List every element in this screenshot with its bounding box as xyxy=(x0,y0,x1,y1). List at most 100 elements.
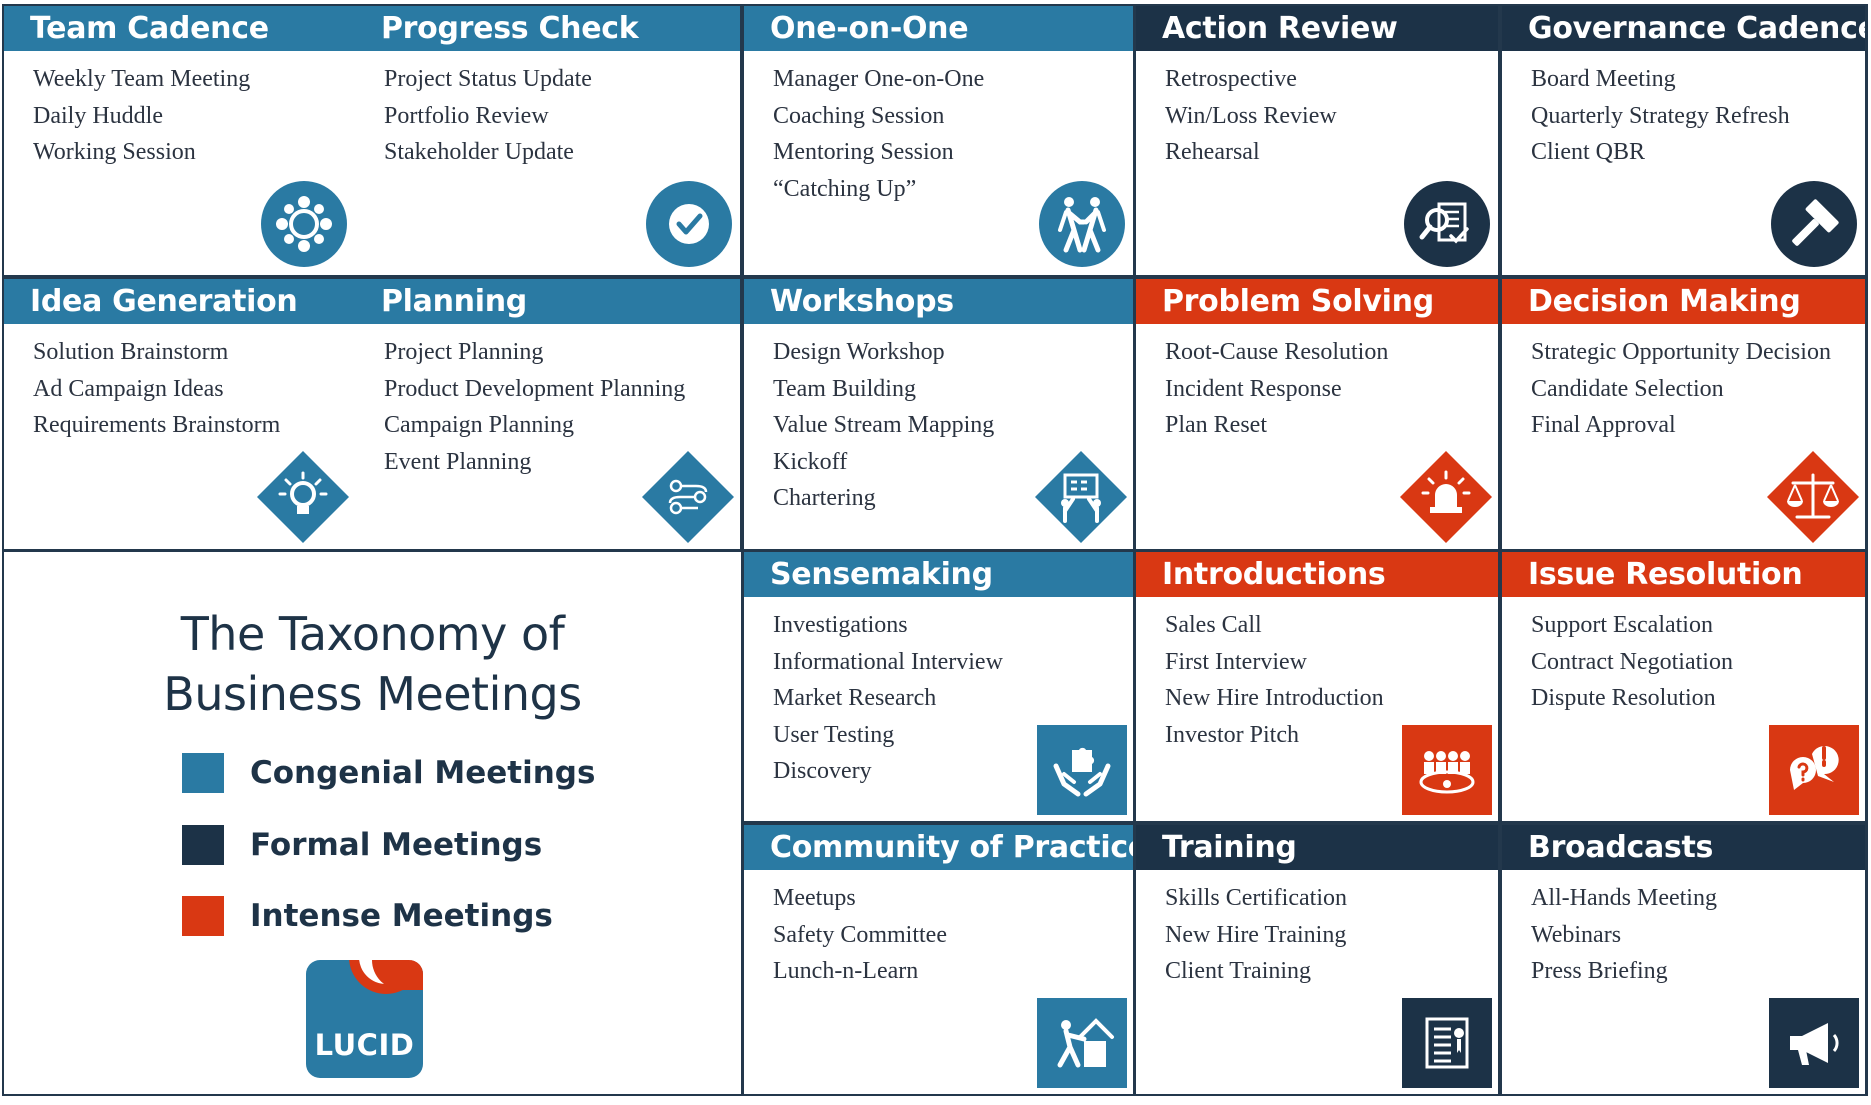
meeting-type: All-Hands Meeting xyxy=(1531,885,1717,911)
speech-bubbles-icon xyxy=(1769,725,1859,815)
puzzle-hands-icon xyxy=(1037,725,1127,815)
category-card-training: Training Skills Certification New Hire Tra… xyxy=(1136,825,1498,1094)
meeting-list: Root-Cause Resolution Incident Response Pl… xyxy=(1136,324,1498,444)
category-card-idea-generation: Idea Generation Solution Brainstorm Ad Cam… xyxy=(4,279,355,549)
meeting-type: Stakeholder Update xyxy=(384,139,574,165)
category-card-community-of-practice: Community of Practice Meetups Safety Commi… xyxy=(744,825,1133,1094)
category-card-sensemaking: Sensemaking Investigations Informational I… xyxy=(744,552,1133,821)
meeting-type: Strategic Opportunity Decision xyxy=(1531,339,1831,365)
meeting-type: Meetups xyxy=(773,885,856,911)
category-title: Broadcasts xyxy=(1502,825,1865,870)
meeting-list: Skills Certification New Hire Training Cli… xyxy=(1136,870,1498,990)
meeting-type: Press Briefing xyxy=(1531,958,1668,984)
category-card-progress-check: Progress Check Project Status Update Portf… xyxy=(355,6,740,275)
meeting-type: User Testing xyxy=(773,721,895,748)
meeting-list: All-Hands Meeting Webinars Press Briefing xyxy=(1502,870,1865,990)
meeting-type: Safety Committee xyxy=(773,921,947,948)
legend-item: Congenial Meetings xyxy=(182,753,595,793)
scales-icon xyxy=(1767,451,1859,543)
title-panel: The Taxonomy of Business Meetings xyxy=(4,552,741,1094)
meeting-type: Client Training xyxy=(1165,958,1312,984)
legend-item: Formal Meetings xyxy=(182,825,542,865)
category-title: Planning xyxy=(355,279,740,324)
page-title-line2: Business Meetings xyxy=(163,667,582,721)
meeting-type: Discovery xyxy=(773,758,872,784)
certificate-icon xyxy=(1402,998,1492,1088)
meeting-type: Kickoff xyxy=(773,448,848,475)
category-card-problem-solving: Problem Solving Root-Cause Resolution Inci… xyxy=(1136,279,1498,549)
meeting-list: Weekly Team Meeting Daily Huddle Working S… xyxy=(4,51,355,171)
category-title: Problem Solving xyxy=(1136,279,1498,324)
category-card-introductions: Introductions Sales Call First Interview Ne… xyxy=(1136,552,1498,821)
meeting-list: Project Planning Product Development Plan… xyxy=(355,324,740,480)
category-title: Idea Generation xyxy=(4,279,355,324)
meeting-type: Event Planning xyxy=(384,448,532,475)
meeting-type: Chartering xyxy=(773,485,876,511)
team-circle-icon xyxy=(261,181,347,267)
meeting-type: Incident Response xyxy=(1165,375,1342,402)
meeting-type: New Hire Introduction xyxy=(1165,685,1384,711)
meeting-type: Market Research xyxy=(773,685,937,711)
meeting-type: “Catching Up” xyxy=(773,175,917,202)
page-title-line1: The Taxonomy of xyxy=(180,607,565,661)
category-title: Sensemaking xyxy=(744,552,1133,597)
category-card-issue-resolution: Issue Resolution Support Escalation Contra… xyxy=(1502,552,1865,821)
meeting-type: Product Development Planning xyxy=(384,375,686,402)
meeting-type: Support Escalation xyxy=(1531,612,1713,638)
meeting-type: Skills Certification xyxy=(1165,885,1347,911)
category-title: Issue Resolution xyxy=(1502,552,1865,597)
category-title: Decision Making xyxy=(1502,279,1865,324)
conference-table-icon xyxy=(1402,725,1492,815)
meeting-type: Value Stream Mapping xyxy=(773,412,995,438)
checkmark-icon xyxy=(646,181,732,267)
category-title: Team Cadence xyxy=(4,6,355,51)
category-title: Workshops xyxy=(744,279,1133,324)
meeting-list: Support Escalation Contract Negotiation Di… xyxy=(1502,597,1865,717)
meeting-type: Contract Negotiation xyxy=(1531,648,1733,675)
meeting-list: Meetups Safety Committee Lunch-n-Learn xyxy=(744,870,1133,990)
legend-swatch xyxy=(182,825,224,865)
lucid-logo: LUCID xyxy=(306,960,423,1078)
meeting-type: Sales Call xyxy=(1165,612,1262,638)
meeting-type: Lunch-n-Learn xyxy=(773,958,919,984)
meeting-type: Board Meeting xyxy=(1531,66,1676,92)
alarm-light-icon xyxy=(1400,451,1492,543)
meeting-type: Solution Brainstorm xyxy=(33,339,229,365)
meeting-type: Requirements Brainstorm xyxy=(33,412,281,438)
meeting-type: Rehearsal xyxy=(1165,139,1260,165)
meeting-type: Manager One-on-One xyxy=(773,66,985,92)
category-title: Community of Practice xyxy=(744,825,1133,870)
whiteboard-icon xyxy=(1035,451,1127,543)
document-review-icon xyxy=(1404,181,1490,267)
category-card-team-cadence: Team Cadence Weekly Team Meeting Daily Hud… xyxy=(4,6,355,275)
category-title: Governance Cadence xyxy=(1502,6,1865,51)
category-card-action-review: Action Review Retrospective Win/Loss Revie… xyxy=(1136,6,1498,275)
meeting-type: Informational Interview xyxy=(773,648,1003,675)
legend-swatch xyxy=(182,753,224,793)
category-card-governance-cadence: Governance Cadence Board Meeting Quarterly… xyxy=(1502,6,1865,275)
megaphone-icon xyxy=(1769,998,1859,1088)
helping-hand-icon xyxy=(1037,998,1127,1088)
meeting-list: Retrospective Win/Loss Review Rehearsal xyxy=(1136,51,1498,171)
meeting-type: Campaign Planning xyxy=(384,412,574,438)
legend-label: Intense Meetings xyxy=(250,898,553,934)
meeting-type: Daily Huddle xyxy=(33,102,163,129)
meeting-type: Quarterly Strategy Refresh xyxy=(1531,102,1790,129)
meeting-type: Client QBR xyxy=(1531,139,1646,165)
category-title: One-on-One xyxy=(744,6,1133,51)
meeting-type: Coaching Session xyxy=(773,102,945,129)
meeting-type: Plan Reset xyxy=(1165,412,1267,438)
gavel-icon xyxy=(1771,181,1857,267)
flowchart-icon xyxy=(642,451,734,543)
meeting-type: Retrospective xyxy=(1165,66,1297,92)
meeting-list: Design Workshop Team Building Value Stream… xyxy=(744,324,1133,517)
category-title: Introductions xyxy=(1136,552,1498,597)
meeting-list: Investigations Informational Interview Mar… xyxy=(744,597,1133,790)
meeting-type: Webinars xyxy=(1531,921,1622,948)
category-card-workshops: Workshops Design Workshop Team Building Val… xyxy=(744,279,1133,549)
category-card-broadcasts: Broadcasts All-Hands Meeting Webinars Press… xyxy=(1502,825,1865,1094)
meeting-list: Manager One-on-One Coaching Session Mentor… xyxy=(744,51,1133,207)
lightbulb-icon xyxy=(257,451,349,543)
meeting-type: Root-Cause Resolution xyxy=(1165,339,1389,365)
meeting-type: Design Workshop xyxy=(773,339,945,365)
